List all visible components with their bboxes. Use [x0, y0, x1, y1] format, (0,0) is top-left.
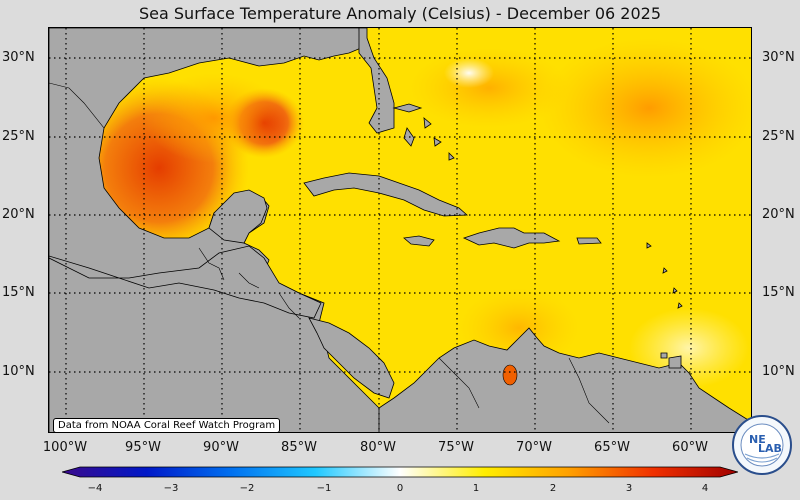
bahamas-islands [392, 103, 455, 161]
colorbar-tick-neg4: −4 [87, 483, 103, 494]
colorbar-tick-3: 3 [625, 483, 633, 494]
lon-label-65w: 65°W [594, 440, 630, 455]
sst-anomaly-map [48, 27, 752, 433]
lesser-antilles [646, 242, 683, 359]
lon-label-85w: 85°W [281, 440, 317, 455]
colorbar-tick-neg3: −3 [163, 483, 179, 494]
lat-label-10n-right: 10°N [762, 364, 795, 379]
puerto-rico-land [576, 237, 602, 245]
panama-land [308, 317, 395, 399]
colorbar-tick-4: 4 [701, 483, 709, 494]
colorbar-tick-0: 0 [396, 483, 404, 494]
lon-label-90w: 90°W [203, 440, 239, 455]
lon-label-70w: 70°W [516, 440, 552, 455]
lake-maracaibo [502, 364, 518, 386]
lat-label-10n-left: 10°N [2, 364, 35, 379]
jamaica-land [403, 235, 435, 247]
lon-label-100w: 100°W [42, 440, 88, 455]
landmasses [49, 28, 751, 432]
colorbar-tick-2: 2 [549, 483, 557, 494]
lat-label-30n-right: 30°N [762, 50, 795, 65]
colorbar-svg [60, 466, 740, 478]
lon-label-95w: 95°W [125, 440, 161, 455]
lat-label-15n-right: 15°N [762, 285, 795, 300]
logo-text-1: NE [749, 433, 766, 446]
colorbar [60, 463, 740, 478]
lon-label-75w: 75°W [438, 440, 474, 455]
yucatan-land [208, 189, 268, 244]
lat-label-25n-left: 25°N [2, 129, 35, 144]
colorbar-tick-1: 1 [472, 483, 480, 494]
logo-icon: NE LAB [732, 415, 792, 475]
lat-label-20n-left: 20°N [2, 207, 35, 222]
lon-label-80w: 80°W [360, 440, 396, 455]
florida-land [358, 28, 395, 134]
lat-label-15n-left: 15°N [2, 285, 35, 300]
map-title: Sea Surface Temperature Anomaly (Celsius… [139, 4, 661, 23]
map-canvas [49, 28, 751, 432]
central-america-land [49, 245, 322, 319]
trinidad-land [668, 355, 682, 369]
colorbar-tick-neg1: −1 [316, 483, 332, 494]
attribution-note: Data from NOAA Coral Reef Watch Program [53, 418, 281, 433]
cuba-land [303, 172, 469, 217]
lon-label-60w: 60°W [672, 440, 708, 455]
south-america-land [378, 327, 751, 432]
lat-label-20n-right: 20°N [762, 207, 795, 222]
colorbar-tick-neg2: −2 [239, 483, 255, 494]
lat-label-25n-right: 25°N [762, 129, 795, 144]
lat-label-30n-left: 30°N [2, 50, 35, 65]
logo-text-2: LAB [758, 442, 782, 455]
nel-lab-logo: NE LAB [731, 414, 793, 476]
